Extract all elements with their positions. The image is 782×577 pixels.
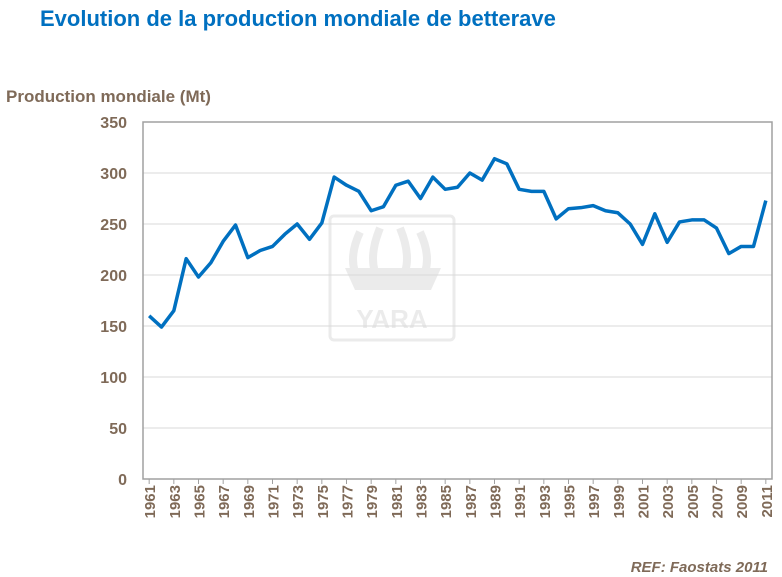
watermark-logo: YARA xyxy=(328,214,456,342)
x-tick-label: 1965 xyxy=(192,485,209,518)
x-tick-label: 1971 xyxy=(266,485,283,518)
y-tick-label: 100 xyxy=(100,370,127,387)
x-tick-label: 2007 xyxy=(710,485,727,518)
logo-boat xyxy=(345,268,441,290)
watermark-text: YARA xyxy=(356,304,428,334)
x-tick-label: 1981 xyxy=(389,485,406,518)
logo-frame xyxy=(328,214,456,342)
x-tick-label: 1987 xyxy=(463,485,480,518)
x-tick-label: 1999 xyxy=(611,485,628,518)
source-note: REF: Faostats 2011 xyxy=(631,559,768,576)
y-tick-label: 150 xyxy=(100,319,127,336)
x-tick-label: 1989 xyxy=(488,485,505,518)
data-line xyxy=(147,156,768,329)
x-tick-label: 1977 xyxy=(340,485,357,518)
x-tick-label: 1963 xyxy=(167,485,184,518)
x-tick-label: 1991 xyxy=(512,485,529,518)
logo-shape xyxy=(349,226,431,285)
plot-border xyxy=(142,121,773,480)
x-tick-label: 1967 xyxy=(216,485,233,518)
x-tick-label: 1985 xyxy=(438,485,455,518)
x-tick-label: 1995 xyxy=(562,485,579,518)
x-tick-label: 1997 xyxy=(586,485,603,518)
y-tick-label: 300 xyxy=(100,166,127,183)
y-axis-label: Production mondiale (Mt) xyxy=(6,87,211,106)
x-tick-label: 2005 xyxy=(685,485,702,518)
x-tick-label: 1983 xyxy=(414,485,431,518)
x-tick-label: 2009 xyxy=(734,485,751,518)
y-tick-label: 200 xyxy=(100,268,127,285)
x-tick-label: 1993 xyxy=(537,485,554,518)
y-tick-label: 50 xyxy=(109,421,127,438)
y-tick-label: 0 xyxy=(118,472,127,489)
x-tick-label: 2001 xyxy=(636,485,653,518)
x-tick-label: 1979 xyxy=(364,485,381,518)
x-tick-label: 1969 xyxy=(241,485,258,518)
chart-title: Evolution de la production mondiale de b… xyxy=(40,6,556,31)
x-tick-label: 2003 xyxy=(660,485,677,518)
x-tick-label: 1975 xyxy=(315,485,332,518)
y-tick-label: 350 xyxy=(100,115,127,132)
x-tick-label: 1961 xyxy=(142,485,159,518)
x-tick-label: 1973 xyxy=(290,485,307,518)
x-tick-label: 2011 xyxy=(759,485,776,518)
y-tick-label: 250 xyxy=(100,217,127,234)
